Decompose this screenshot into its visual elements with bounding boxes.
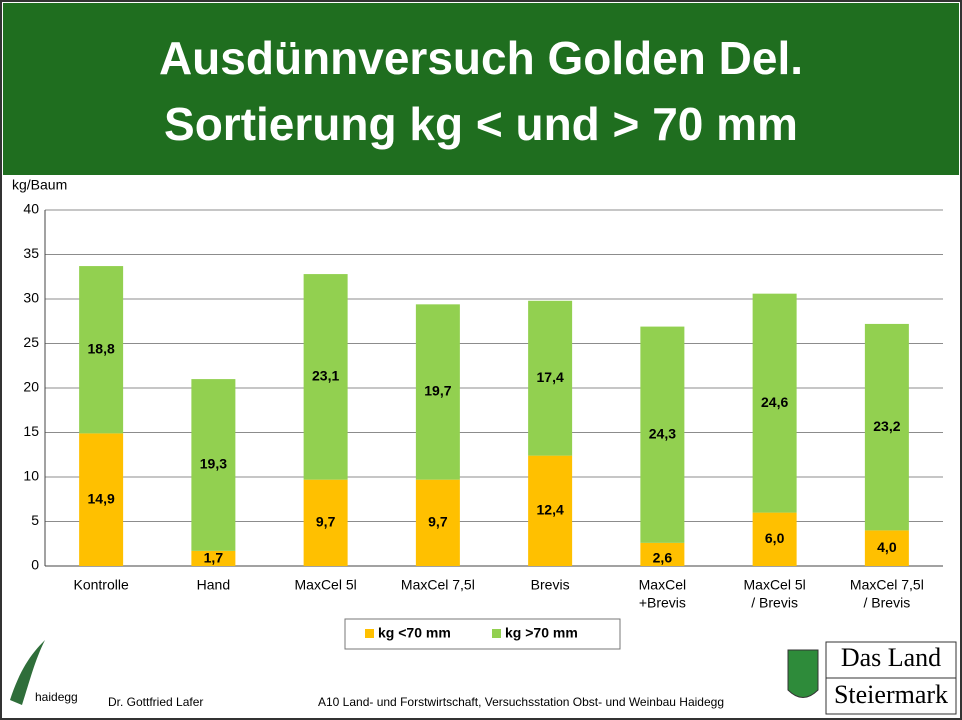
- x-tick-label: / Brevis: [751, 595, 798, 611]
- y-axis-label: kg/Baum: [12, 177, 67, 193]
- bar-segment: [864, 530, 909, 566]
- value-label: 23,1: [312, 368, 339, 384]
- bar-segment: [528, 455, 573, 566]
- bar-segment: [191, 379, 236, 551]
- y-tick-label: 30: [23, 290, 39, 306]
- value-label: 2,6: [653, 550, 673, 566]
- value-label: 12,4: [537, 502, 564, 518]
- value-label: 9,7: [316, 514, 336, 530]
- bar-segment: [528, 300, 573, 456]
- bar-segment: [303, 479, 348, 566]
- value-label: 19,7: [424, 383, 451, 399]
- value-label: 17,4: [537, 369, 564, 385]
- y-tick-label: 35: [23, 245, 39, 261]
- footer-institution: A10 Land- und Forstwirtschaft, Versuchss…: [318, 695, 724, 709]
- bar-segment: [415, 304, 460, 480]
- legend-label: kg <70 mm: [378, 625, 451, 641]
- value-label: 1,7: [204, 550, 224, 566]
- x-tick-label: Brevis: [531, 577, 570, 593]
- y-tick-label: 20: [23, 379, 39, 395]
- y-tick-label: 5: [31, 512, 39, 528]
- value-label: 4,0: [877, 539, 897, 555]
- legend-swatch: [365, 629, 374, 638]
- bar-segment: [415, 479, 460, 566]
- y-tick-label: 15: [23, 423, 39, 439]
- value-label: 24,6: [761, 394, 788, 410]
- bar-segment: [79, 266, 124, 434]
- value-label: 6,0: [765, 530, 785, 546]
- legend-swatch: [492, 629, 501, 638]
- y-tick-label: 40: [23, 201, 39, 217]
- value-label: 23,2: [873, 418, 900, 434]
- x-tick-label: Hand: [197, 577, 230, 593]
- legend-label: kg >70 mm: [505, 625, 578, 641]
- bar-segment: [640, 542, 685, 566]
- title-band: [3, 3, 959, 175]
- y-tick-label: 10: [23, 468, 39, 484]
- bar-segment: [752, 293, 797, 513]
- x-tick-label: MaxCel 7,5l: [401, 577, 475, 593]
- brand-text: Steiermark: [834, 680, 948, 709]
- value-label: 24,3: [649, 425, 676, 441]
- bar-segment: [303, 274, 348, 480]
- footer-logo: haidegg: [35, 690, 78, 704]
- value-label: 19,3: [200, 456, 227, 472]
- x-tick-label: MaxCel: [639, 577, 686, 593]
- value-label: 9,7: [428, 514, 448, 530]
- bar-segment: [752, 512, 797, 566]
- bar-segment: [640, 326, 685, 543]
- y-tick-label: 25: [23, 334, 39, 350]
- logo-left: [10, 640, 45, 705]
- x-tick-label: Kontrolle: [73, 577, 128, 593]
- legend-box: [344, 618, 621, 650]
- x-tick-label: MaxCel 5l: [744, 577, 806, 593]
- bar-segment: [79, 433, 124, 566]
- x-tick-label: +Brevis: [639, 595, 686, 611]
- value-label: 14,9: [88, 490, 115, 506]
- value-label: 18,8: [88, 340, 115, 356]
- footer-author: Dr. Gottfried Lafer: [108, 695, 203, 709]
- brand-text: Das Land: [841, 643, 941, 672]
- coat-of-arms: [787, 649, 819, 698]
- bar-segment: [191, 550, 236, 566]
- x-tick-label: MaxCel 7,5l: [850, 577, 924, 593]
- title-line: Ausdünnversuch Golden Del.: [159, 32, 803, 84]
- y-tick-label: 0: [31, 557, 39, 573]
- title-line: Sortierung kg < und > 70 mm: [164, 98, 798, 150]
- bar-segment: [864, 323, 909, 531]
- x-tick-label: MaxCel 5l: [295, 577, 357, 593]
- x-tick-label: / Brevis: [864, 595, 911, 611]
